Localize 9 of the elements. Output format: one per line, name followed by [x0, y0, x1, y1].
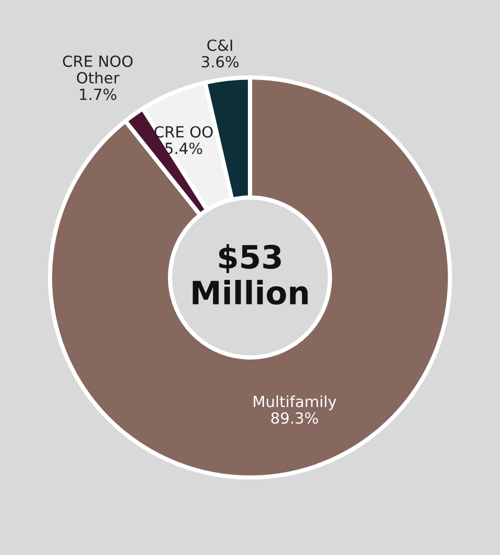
slice-label: CRE OO	[154, 126, 213, 138]
data-label: 3.6%	[202, 56, 239, 68]
data-label: 1.7%	[80, 88, 116, 100]
slice-label: Multifamily	[254, 395, 336, 410]
slice-label: C&I	[207, 39, 232, 51]
data-label: 5.4%	[165, 142, 202, 154]
text: $53 Million	[192, 244, 308, 305]
slice-label: CRE NOO Other	[62, 55, 133, 84]
data-label: 89.3%	[271, 412, 318, 424]
